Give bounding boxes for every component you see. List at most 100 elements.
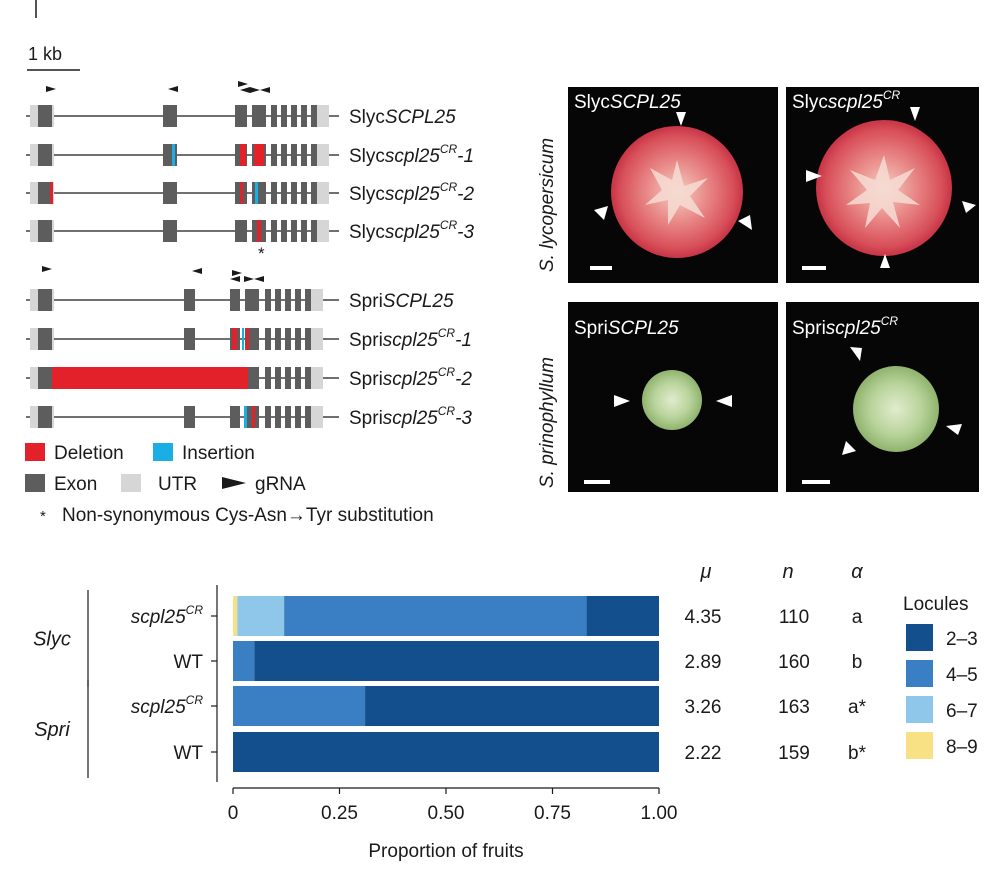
exon-block [301,105,307,127]
gene-model-row [26,182,339,204]
exon-block [285,406,291,428]
group-label: Slyc [33,629,71,651]
exon-block [301,144,307,166]
exon-block [235,220,247,242]
gene-label-sup: CR [438,404,456,418]
exon-block [38,406,52,428]
gene-labels: SlycSCPL25Slycscpl25CR-1Slycscpl25CR-2Sl… [349,107,474,429]
exon-block [163,182,177,204]
exon-block [184,328,195,350]
exon-block [295,406,301,428]
stat-alpha: b* [848,743,867,764]
gene-label-suffix: -2 [455,369,472,390]
utr-3prime [317,105,329,127]
exon-block [245,289,259,311]
grna-arrow-icon [250,87,260,93]
insertion-mark [172,144,175,166]
grna-arrow-icon [240,87,250,93]
stat-alpha: a [852,607,863,628]
exon-block [271,182,277,204]
bar-row [233,596,659,636]
x-tick-label: 0.75 [534,803,571,824]
exon-block [295,289,301,311]
exon-block [295,328,301,350]
gene-label-name: scpl25 [383,369,438,390]
insertion-label: Insertion [182,443,255,464]
gene-label-name: SCPL25 [385,107,456,128]
deletion-label: Deletion [54,443,124,464]
grna-arrow-icon [192,268,202,274]
gene-label-sup: CR [440,180,458,194]
footnote-text: Non-synonymous Cys-Asn→Tyr substitution [62,505,434,526]
gene-label-name: scpl25 [383,330,438,351]
gene-model-row [26,289,339,311]
exon-block [38,144,52,166]
gene-label-name: scpl25 [383,408,438,429]
exon-block [265,289,271,311]
bar-segment [233,686,366,726]
fruit-photos: S. lycopersicum S. prinophyllum [537,87,979,492]
stat-mu: 3.26 [685,697,722,718]
exon-block [285,289,291,311]
exon-block [291,144,297,166]
gene-label-name: scpl25 [385,184,440,205]
utr-3prime [311,289,323,311]
gene-label-name: SCPL25 [383,291,454,312]
exon-label: Exon [54,474,97,495]
legend-swatch [906,660,933,687]
stat-alpha: a* [848,697,867,718]
x-tick-label: 0.50 [428,803,465,824]
utr-3prime [317,182,329,204]
deletion-mark [252,406,255,428]
utr-3prime [317,144,329,166]
deletion-mark [52,367,248,389]
gene-label-suffix: -1 [455,330,472,351]
gene-model-row [26,105,339,127]
locule-pattern-slyc-cr [846,155,920,228]
gene-label-prefix: Slyc [349,222,385,243]
exon-block [252,182,266,204]
exon-block [265,328,271,350]
exon-block [38,328,52,350]
insertion-swatch [153,443,173,461]
bar-segment [233,596,238,636]
alpha-header: α [851,561,863,583]
exon-block [301,182,307,204]
deletion-mark [240,182,243,204]
bar-segment [233,732,659,772]
gene-label-prefix: Slyc [349,146,385,167]
gene-label-name: scpl25 [385,222,440,243]
grna-arrow-icon [222,477,246,489]
gene-label: SlycSCPL25 [349,107,456,128]
exon-block [38,105,52,127]
photo-scale-bars [584,266,830,484]
exon-block [275,406,281,428]
grna-label: gRNA [255,474,306,495]
deletion-mark [50,182,53,204]
stat-mu: 2.22 [685,743,722,764]
exon-block [184,406,195,428]
substitution-asterisk: * [258,244,265,263]
legend-label: 6–7 [946,701,978,722]
bar-segment [284,596,587,636]
exon-block [311,105,317,127]
deletion-mark [254,144,264,166]
exon-block [311,144,317,166]
grna-arrow-icon [46,86,56,92]
fruit-spri-cr [853,366,939,452]
utr-swatch [121,474,141,492]
gene-label: Slycscpl25CR-1 [349,142,474,167]
gene-label: Slycscpl25CR-3 [349,218,474,243]
exon-block [252,105,266,127]
gene-label-prefix: Slyc [349,184,385,205]
exon-block [311,182,317,204]
exon-block [38,220,52,242]
gene-label-suffix: -1 [457,146,474,167]
exon-block [271,144,277,166]
stat-mu: 2.89 [685,652,722,673]
x-tick-label: 1.00 [641,803,678,824]
exon-block [38,182,52,204]
gene-models: * [26,81,339,428]
y-tick-label: WT [173,743,203,764]
